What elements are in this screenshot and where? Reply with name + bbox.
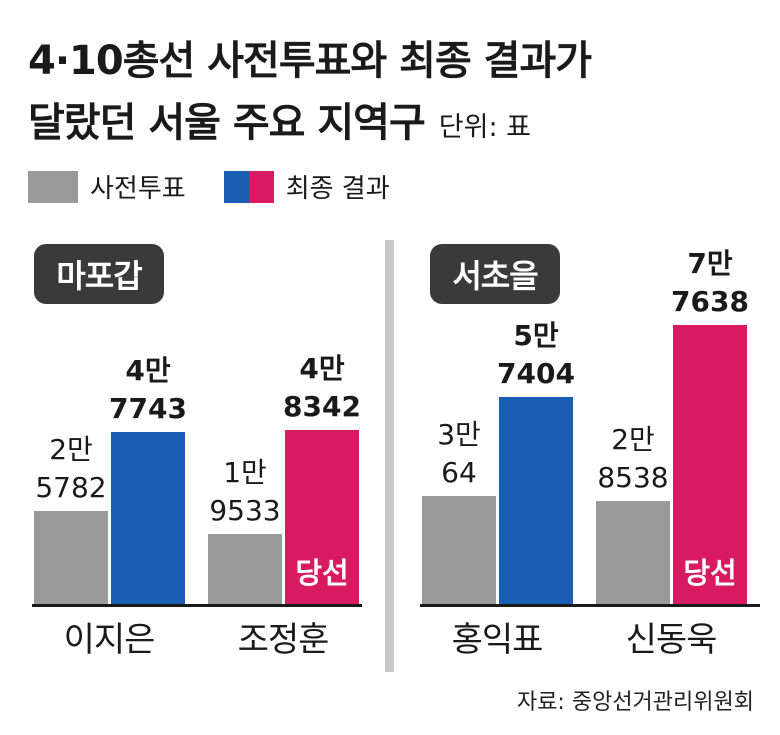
title-line-2: 달랐던 서울 주요 지역구 단위: 표 — [28, 92, 591, 159]
bar-final-result: 당선 — [285, 430, 359, 604]
final-result-value-label-line: 4만 — [299, 352, 345, 385]
early-vote-value-label-line: 2만 — [49, 433, 93, 466]
candidate-name: 신동욱 — [625, 620, 718, 660]
baseline-seocho-eul — [420, 604, 760, 607]
legend-swatch-early-vote — [28, 170, 78, 203]
early-vote-value-label-line: 5782 — [35, 471, 107, 504]
early-vote-value-label-line: 1만 — [223, 456, 267, 489]
district-badge-seocho-eul: 서초을 — [430, 244, 560, 304]
bar-final-result: 당선 — [673, 325, 747, 604]
winner-label: 당선 — [683, 556, 737, 590]
legend: 사전투표 최종 결과 — [28, 168, 390, 205]
legend-swatch-final-result — [223, 170, 274, 203]
district-divider — [385, 240, 394, 672]
early-vote-value-label-line: 9533 — [209, 494, 281, 527]
final-result-value-label-line: 5만 — [513, 319, 559, 352]
final-result-value-label-line: 7만 — [687, 247, 733, 280]
candidate-name: 이지은 — [63, 620, 156, 660]
bar-early-vote — [34, 511, 108, 604]
chart-title: 4·10총선 사전투표와 최종 결과가 달랐던 서울 주요 지역구 단위: 표 — [28, 30, 592, 159]
source-note: 자료: 중앙선거관리위원회 — [516, 690, 754, 715]
bar-early-vote — [208, 534, 282, 604]
early-vote-value-label-line: 8538 — [597, 461, 669, 494]
candidate-name: 홍익표 — [451, 620, 544, 660]
district-badge-mapo-gap: 마포갑 — [34, 244, 164, 304]
early-vote-value-label: 2만 8538 — [586, 421, 680, 497]
final-result-value-label-line: 7404 — [497, 357, 575, 390]
early-vote-value-label: 2만 5782 — [24, 431, 118, 507]
legend-label-final-result: 최종 결과 — [285, 174, 390, 204]
unit-label: 단위: 표 — [438, 112, 531, 143]
baseline-mapo-gap — [32, 604, 362, 607]
final-result-value-label: 7만 7638 — [663, 245, 757, 321]
final-result-value-label-line: 8342 — [283, 390, 361, 423]
final-result-value-label: 5만 7404 — [489, 317, 583, 393]
title-line-2-text: 달랐던 서울 주요 지역구 — [28, 100, 426, 146]
final-result-value-label: 4만 8342 — [275, 350, 369, 426]
winner-label: 당선 — [295, 556, 349, 590]
bar-final-result — [499, 397, 573, 604]
candidate-name: 조정훈 — [237, 620, 330, 660]
legend-label-early-vote: 사전투표 — [90, 174, 186, 204]
early-vote-value-label-line: 2만 — [611, 423, 655, 456]
bar-early-vote — [422, 496, 496, 604]
final-result-value-label-line: 4만 — [125, 354, 171, 387]
early-vote-value-label: 3만 64 — [412, 416, 506, 492]
early-vote-value-label-line: 3만 — [437, 418, 481, 451]
final-result-value-label-line: 7743 — [109, 392, 187, 425]
title-line-1: 4·10총선 사전투표와 최종 결과가 — [28, 38, 592, 84]
final-result-value-label-line: 7638 — [671, 285, 749, 318]
bar-early-vote — [596, 501, 670, 604]
final-result-value-label: 4만 7743 — [101, 352, 195, 428]
early-vote-value-label: 1만 9533 — [198, 454, 292, 530]
bar-final-result — [111, 432, 185, 604]
early-vote-value-label-line: 64 — [441, 456, 477, 489]
